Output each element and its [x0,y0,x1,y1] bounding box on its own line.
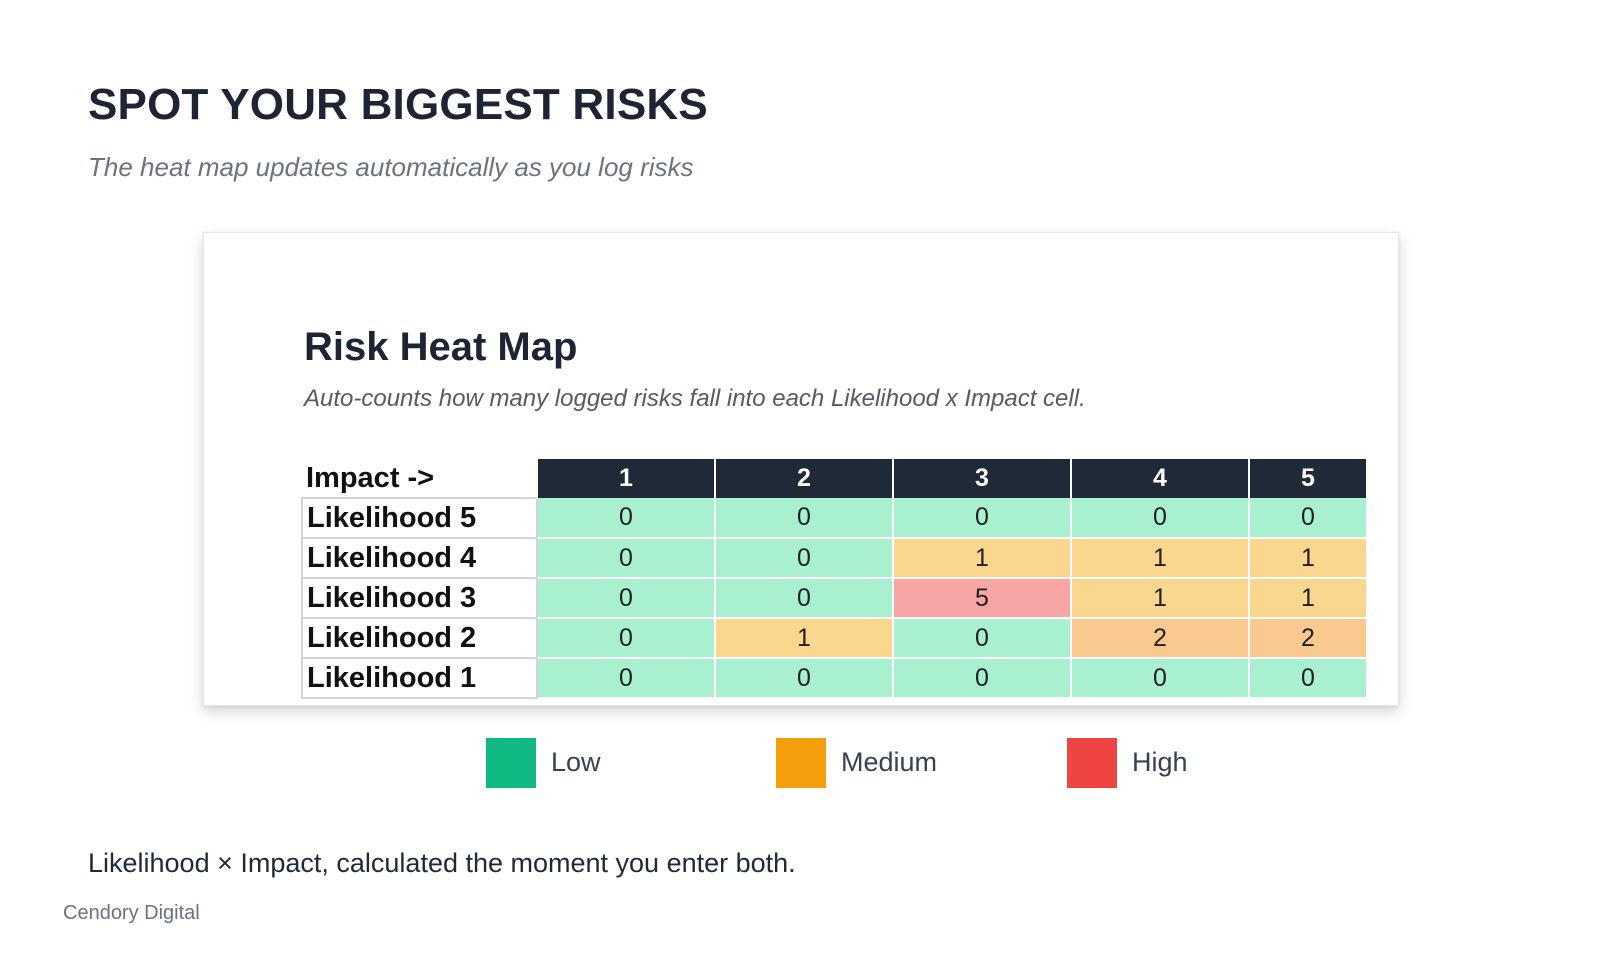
heatmap-cell: 0 [536,538,716,579]
heatmap-cell: 0 [714,658,894,699]
impact-level-header: 2 [714,459,894,498]
impact-level-header: 1 [536,459,716,498]
legend-swatch-low [486,738,536,788]
heatmap-card: Risk Heat Map Auto-counts how many logge… [203,232,1399,706]
heatmap-cell: 0 [714,498,894,539]
likelihood-label: Likelihood 2 [301,617,538,659]
page-subtitle: The heat map updates automatically as yo… [88,152,694,182]
likelihood-label: Likelihood 3 [301,577,538,619]
risk-heatmap-table: Impact -> 1 2 3 4 5 Likelihood 5 0 0 0 0… [301,459,1368,699]
heatmap-cell: 2 [1070,618,1250,659]
heatmap-cell: 1 [1248,538,1368,579]
heatmap-cell: 0 [1248,658,1368,699]
legend-label-medium: Medium [841,747,938,777]
heatmap-cell: 0 [536,618,716,659]
impact-level-header: 5 [1248,459,1368,498]
page-title: SPOT YOUR BIGGEST RISKS [88,80,708,129]
heatmap-cell: 1 [892,538,1072,579]
legend-label-low: Low [551,747,601,777]
heatmap-cell: 0 [1248,498,1368,539]
heatmap-cell: 1 [1070,578,1250,619]
likelihood-row: Likelihood 1 0 0 0 0 0 [301,657,1368,699]
heatmap-cell: 0 [1070,658,1250,699]
likelihood-label: Likelihood 4 [301,537,538,579]
heatmap-cell: 0 [892,658,1072,699]
legend-swatch-high [1067,738,1117,788]
likelihood-label: Likelihood 1 [301,657,538,699]
likelihood-label: Likelihood 5 [301,497,538,539]
heatmap-cell: 0 [892,498,1072,539]
heatmap-cell: 0 [892,618,1072,659]
legend-label-high: High [1132,747,1188,777]
card-subtitle: Auto-counts how many logged risks fall i… [304,385,1086,412]
legend-swatch-medium [776,738,826,788]
impact-axis-label: Impact -> [302,459,537,498]
heatmap-cell: 0 [714,538,894,579]
heatmap-cell: 1 [1248,578,1368,619]
heatmap-cell: 0 [536,658,716,699]
heatmap-cell: 0 [536,578,716,619]
impact-header-row: Impact -> 1 2 3 4 5 [302,459,1368,498]
heatmap-cell: 0 [714,578,894,619]
brand-name: Cendory Digital [63,902,200,924]
card-title: Risk Heat Map [304,325,578,369]
likelihood-row: Likelihood 4 0 0 1 1 1 [301,537,1368,579]
heatmap-cell: 0 [1070,498,1250,539]
likelihood-row: Likelihood 5 0 0 0 0 0 [301,497,1368,539]
impact-level-header: 4 [1070,459,1250,498]
heatmap-cell: 1 [1070,538,1250,579]
heatmap-cell: 0 [536,498,716,539]
heatmap-cell: 1 [714,618,894,659]
heatmap-cell: 5 [892,578,1072,619]
likelihood-row: Likelihood 3 0 0 5 1 1 [301,577,1368,619]
impact-level-header: 3 [892,459,1072,498]
footer-note: Likelihood × Impact, calculated the mome… [88,848,796,878]
likelihood-row: Likelihood 2 0 1 0 2 2 [301,617,1368,659]
heatmap-cell: 2 [1248,618,1368,659]
